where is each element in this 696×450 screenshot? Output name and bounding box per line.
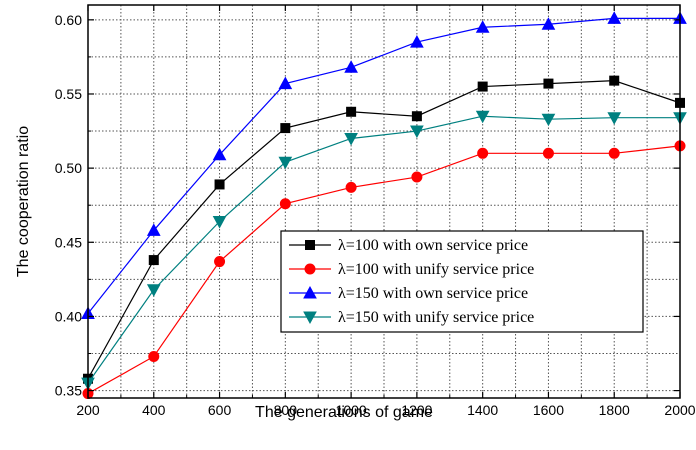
legend-marker [305, 240, 315, 250]
series-line [87, 115, 680, 384]
x-tick-label: 1000 [336, 402, 367, 418]
data-point [543, 78, 554, 89]
data-point [344, 132, 358, 146]
x-tick-label: 400 [142, 402, 166, 418]
legend-item: λ=100 with own service price [289, 237, 528, 254]
series-layer [81, 11, 687, 400]
data-point [278, 76, 293, 90]
x-tick-label: 1800 [599, 402, 630, 418]
legend-marker [303, 285, 317, 299]
data-point [278, 156, 293, 170]
series-line [87, 17, 680, 314]
data-point [346, 106, 357, 117]
legend-marker [303, 311, 317, 325]
data-point [541, 113, 556, 127]
y-tick-label: 0.40 [55, 308, 82, 324]
legend-item: λ=100 with unify service price [289, 261, 534, 278]
series-line [87, 80, 681, 380]
x-tick-label: 2000 [664, 402, 695, 418]
data-point [607, 112, 622, 125]
x-tick-label: 800 [274, 402, 298, 418]
data-point [608, 147, 620, 159]
x-tick-label: 1400 [467, 402, 498, 418]
x-axis-title: The generations of game [255, 404, 433, 421]
legend-marker [304, 263, 316, 275]
data-point [477, 147, 489, 159]
data-point [475, 20, 490, 33]
data-point [542, 147, 554, 159]
y-tick-label: 0.45 [55, 234, 82, 250]
data-point [214, 256, 226, 268]
data-point [212, 216, 227, 229]
data-point [279, 198, 291, 210]
axis-ticks: 200 400 600 800 1000 1200 1400 1600 1800 2000 0.35… [55, 5, 696, 418]
data-point [344, 60, 358, 73]
y-tick-label: 0.55 [55, 86, 82, 102]
legend-item: λ=150 with own service price [289, 285, 528, 302]
data-point [475, 110, 490, 124]
y-tick-label: 0.50 [55, 160, 82, 176]
data-point [607, 11, 622, 24]
series-line [87, 145, 681, 395]
data-point [212, 147, 227, 161]
x-tick-label: 1600 [533, 402, 564, 418]
data-point [146, 284, 161, 297]
series-3 [81, 11, 687, 319]
data-point [609, 75, 620, 86]
data-point [411, 171, 423, 183]
x-tick-label: 600 [208, 402, 232, 418]
data-point [148, 350, 160, 362]
data-point [410, 125, 424, 139]
x-tick-label: 1200 [401, 402, 432, 418]
legend-label: λ=100 with unify service price [338, 261, 534, 278]
data-point [410, 35, 424, 48]
data-point [477, 81, 488, 92]
y-tick-label: 0.60 [55, 12, 82, 28]
data-point [345, 181, 357, 193]
legend-label: λ=150 with own service price [338, 285, 528, 302]
data-point [146, 223, 161, 236]
legend-label: λ=100 with own service price [338, 237, 528, 254]
data-point [541, 17, 556, 30]
legend-label: λ=150 with unify service price [338, 309, 534, 326]
legend: λ=100 with own service price λ=100 with u… [280, 230, 644, 333]
data-point [214, 179, 225, 190]
data-point [280, 123, 291, 134]
x-tick-label: 200 [76, 402, 100, 418]
y-tick-label: 0.35 [55, 383, 82, 399]
data-point [148, 255, 159, 266]
legend-item: λ=150 with unify service price [289, 309, 534, 326]
grid-lines [88, 5, 680, 398]
y-axis-title: The cooperation ratio [15, 126, 32, 277]
legend-box [280, 230, 644, 333]
data-point [411, 111, 422, 122]
